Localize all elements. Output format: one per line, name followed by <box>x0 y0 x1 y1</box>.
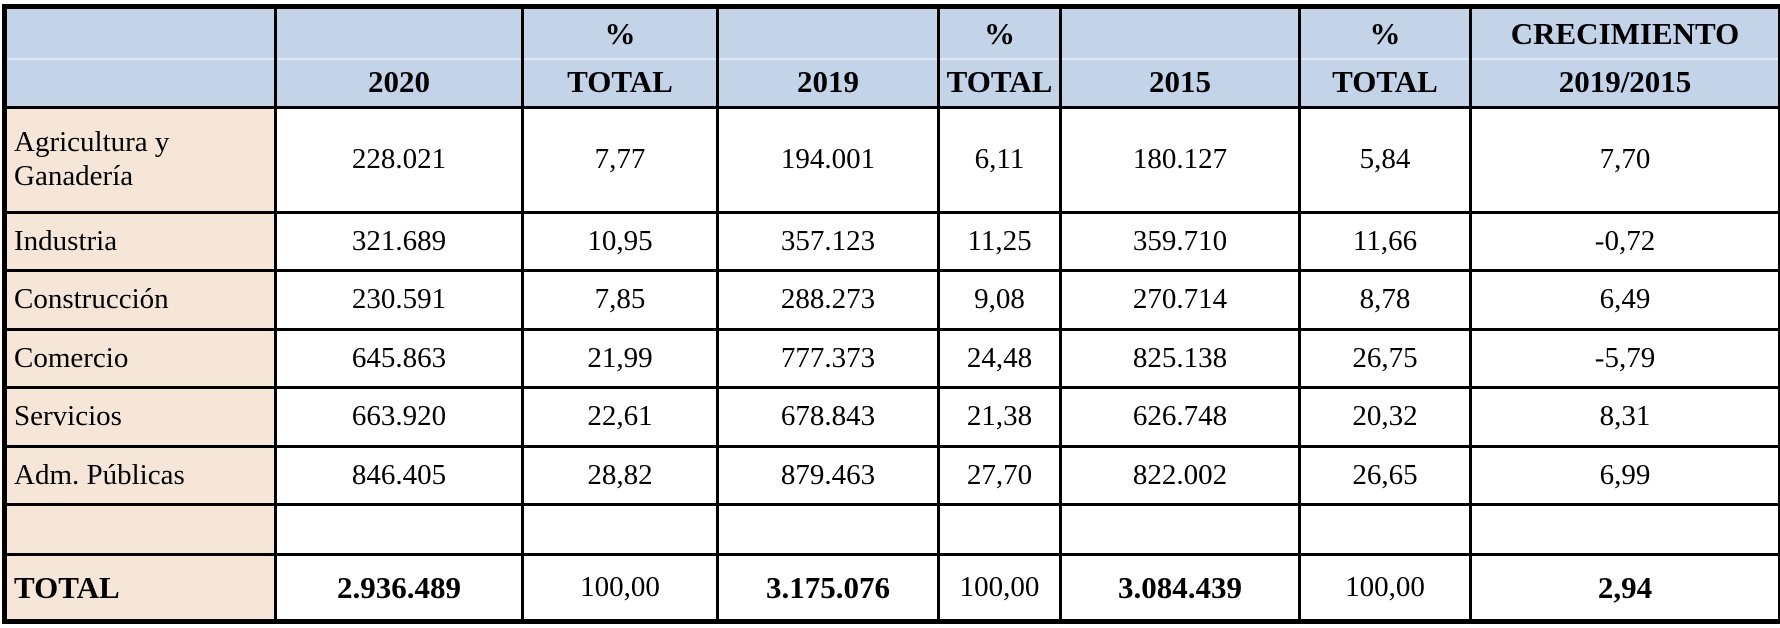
cell-crecimiento: 6,99 <box>1469 444 1780 507</box>
header-corner-cell <box>3 5 277 109</box>
total-2015: 3.084.439 <box>1059 553 1301 623</box>
cell-pct-2019: 11,25 <box>937 210 1062 273</box>
cell-2015: 180.127 <box>1059 105 1301 214</box>
cell-pct-2015: 26,65 <box>1298 444 1472 507</box>
cell-2020: 645.863 <box>274 327 524 390</box>
cell-pct-2019: 9,08 <box>937 269 1062 331</box>
cell-crecimiento: -5,79 <box>1469 327 1780 390</box>
cell-crecimiento: 6,49 <box>1469 269 1780 331</box>
cell-2020 <box>274 502 524 557</box>
total-2019: 3.175.076 <box>716 553 940 623</box>
cell-2015 <box>1059 502 1301 557</box>
cell-2015: 359.710 <box>1059 210 1301 273</box>
total-pct-2020: 100,00 <box>521 553 719 623</box>
cell-2020: 230.591 <box>274 269 524 331</box>
cell-2019: 288.273 <box>716 269 940 331</box>
row-label: Industria <box>3 210 277 273</box>
cell-crecimiento: 7,70 <box>1469 105 1780 214</box>
row-label: Agricultura y Ganadería <box>3 105 277 214</box>
cell-pct-2020: 7,77 <box>521 105 719 214</box>
table-header-row: 2020 % TOTAL 2019 % TOTAL 2015 % TOTAL CREC… <box>3 5 1780 109</box>
row-label <box>3 502 277 557</box>
cell-pct-2015: 11,66 <box>1298 210 1472 273</box>
cell-crecimiento: -0,72 <box>1469 210 1780 273</box>
header-year-2019: 2019 <box>716 5 940 109</box>
cell-pct-2019: 21,38 <box>937 386 1062 448</box>
cell-pct-2020: 10,95 <box>521 210 719 273</box>
header-year-2015: 2015 <box>1059 5 1301 109</box>
cell-pct-2015 <box>1298 502 1472 557</box>
cell-pct-2020: 22,61 <box>521 386 719 448</box>
cell-2020: 228.021 <box>274 105 524 214</box>
cell-pct-2015: 8,78 <box>1298 269 1472 331</box>
total-pct-2019: 100,00 <box>937 553 1062 623</box>
cell-2015: 626.748 <box>1059 386 1301 448</box>
cell-2019 <box>716 502 940 557</box>
cell-pct-2019 <box>937 502 1062 557</box>
cell-pct-2020: 28,82 <box>521 444 719 507</box>
table-row-construccion: Construcción 230.591 7,85 288.273 9,08 2… <box>3 269 1780 331</box>
header-crecimiento: CRECIMIENTO 2019/2015 <box>1469 5 1780 109</box>
cell-2020: 846.405 <box>274 444 524 507</box>
cell-pct-2020 <box>521 502 719 557</box>
cell-pct-2015: 5,84 <box>1298 105 1472 214</box>
cell-crecimiento: 8,31 <box>1469 386 1780 448</box>
header-corner-top <box>8 9 273 57</box>
row-label: Construcción <box>3 269 277 331</box>
cell-crecimiento <box>1469 502 1780 557</box>
cell-pct-2015: 20,32 <box>1298 386 1472 448</box>
cell-2019: 879.463 <box>716 444 940 507</box>
row-label: Servicios <box>3 386 277 448</box>
cell-2019: 777.373 <box>716 327 940 390</box>
table-row-comercio: Comercio 645.863 21,99 777.373 24,48 825… <box>3 327 1780 390</box>
total-pct-2015: 100,00 <box>1298 553 1472 623</box>
header-pct-total-2019: % TOTAL <box>937 5 1062 109</box>
cell-2019: 194.001 <box>716 105 940 214</box>
total-crecimiento: 2,94 <box>1469 553 1780 623</box>
header-year-2020: 2020 <box>274 5 524 109</box>
cell-2020: 663.920 <box>274 386 524 448</box>
table-row-industria: Industria 321.689 10,95 357.123 11,25 35… <box>3 210 1780 273</box>
header-corner-bottom <box>8 57 273 104</box>
cell-2020: 321.689 <box>274 210 524 273</box>
table-row-adm-publicas: Adm. Públicas 846.405 28,82 879.463 27,7… <box>3 444 1780 507</box>
cell-2015: 825.138 <box>1059 327 1301 390</box>
cell-pct-2019: 24,48 <box>937 327 1062 390</box>
row-label: Adm. Públicas <box>3 444 277 507</box>
cell-2019: 678.843 <box>716 386 940 448</box>
cell-2019: 357.123 <box>716 210 940 273</box>
total-2020: 2.936.489 <box>274 553 524 623</box>
cell-pct-2020: 7,85 <box>521 269 719 331</box>
total-label: TOTAL <box>3 553 277 623</box>
cell-pct-2020: 21,99 <box>521 327 719 390</box>
table-row-agricultura: Agricultura y Ganadería 228.021 7,77 194… <box>3 105 1780 214</box>
cell-pct-2019: 6,11 <box>937 105 1062 214</box>
cell-pct-2015: 26,75 <box>1298 327 1472 390</box>
row-label: Comercio <box>3 327 277 390</box>
sector-affiliation-table: 2020 % TOTAL 2019 % TOTAL 2015 % TOTAL CREC… <box>2 4 1780 624</box>
header-pct-total-2020: % TOTAL <box>521 5 719 109</box>
cell-pct-2019: 27,70 <box>937 444 1062 507</box>
table-row-total: TOTAL 2.936.489 100,00 3.175.076 100,00 … <box>3 553 1780 623</box>
cell-2015: 270.714 <box>1059 269 1301 331</box>
header-pct-total-2015: % TOTAL <box>1298 5 1472 109</box>
cell-2015: 822.002 <box>1059 444 1301 507</box>
table-row-empty <box>3 502 1780 557</box>
table-row-servicios: Servicios 663.920 22,61 678.843 21,38 62… <box>3 386 1780 448</box>
